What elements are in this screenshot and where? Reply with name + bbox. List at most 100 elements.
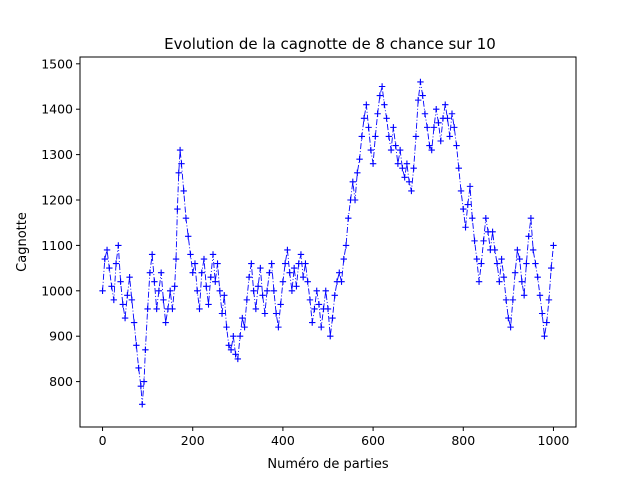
data-point-marker — [514, 246, 521, 254]
data-point-marker — [408, 187, 415, 195]
data-point-marker — [212, 278, 219, 285]
x-axis-label: Numéro de parties — [267, 457, 388, 472]
data-point-marker — [372, 133, 379, 140]
data-point-marker — [182, 214, 190, 222]
data-point-marker — [266, 269, 273, 276]
data-point-marker — [457, 187, 465, 195]
data-point-marker — [175, 169, 182, 176]
data-point-marker — [178, 160, 185, 167]
data-point-marker — [313, 287, 320, 295]
data-point-marker — [230, 333, 237, 340]
x-tick-label: 200 — [181, 433, 205, 448]
data-point-marker — [383, 115, 390, 122]
data-point-marker — [284, 246, 291, 254]
data-point-marker — [356, 155, 363, 163]
chart-title: Evolution de la cagnotte de 8 chance sur… — [164, 35, 496, 53]
data-point-marker — [261, 310, 269, 317]
data-point-marker — [369, 160, 377, 167]
data-point-marker — [162, 319, 169, 326]
data-point-marker — [124, 292, 131, 299]
data-point-marker — [112, 260, 120, 267]
data-point-marker — [272, 310, 280, 317]
data-point-marker — [509, 296, 517, 304]
data-point-marker — [410, 165, 417, 172]
data-point-marker — [99, 287, 106, 295]
data-point-marker — [295, 260, 302, 267]
data-point-marker — [365, 124, 372, 131]
data-point-marker — [523, 260, 530, 267]
data-point-marker — [327, 333, 334, 340]
y-axis: 800 900 1000 1100 1200 1300 1400 1500 — [41, 56, 80, 389]
data-point-marker — [475, 278, 483, 285]
data-point-marker — [536, 292, 544, 299]
data-point-marker — [318, 323, 325, 331]
data-point-marker — [435, 119, 442, 127]
data-point-marker — [392, 142, 399, 149]
data-point-marker — [424, 124, 431, 131]
data-point-marker — [403, 160, 411, 167]
data-point-marker — [200, 255, 208, 263]
data-point-marker — [532, 260, 539, 267]
data-point-marker — [387, 146, 395, 154]
data-point-marker — [311, 305, 318, 313]
data-point-marker — [534, 273, 541, 281]
data-point-marker — [254, 283, 262, 290]
data-point-marker — [358, 133, 366, 140]
data-point-marker — [117, 278, 124, 285]
y-tick-label: 1500 — [41, 56, 73, 71]
data-point-marker — [374, 110, 381, 117]
data-point-marker — [412, 133, 420, 140]
data-point-marker — [363, 101, 370, 108]
data-point-marker — [309, 319, 316, 326]
data-point-marker — [331, 292, 338, 299]
data-point-marker — [342, 242, 350, 249]
data-point-marker — [417, 78, 424, 86]
data-point-marker — [166, 287, 174, 295]
plot-area — [99, 78, 557, 408]
data-point-marker — [146, 269, 154, 276]
x-tick-label: 400 — [271, 433, 295, 448]
data-point-marker — [281, 260, 289, 267]
y-tick-label: 1100 — [41, 238, 73, 253]
data-point-marker — [405, 178, 413, 186]
data-point-marker — [128, 296, 136, 304]
data-point-marker — [520, 292, 528, 299]
data-point-marker — [349, 178, 356, 186]
data-point-marker — [130, 319, 138, 326]
data-point-marker — [214, 260, 221, 267]
data-point-marker — [351, 196, 359, 204]
x-tick-label: 600 — [361, 433, 385, 448]
data-point-marker — [550, 242, 557, 249]
data-point-marker — [426, 142, 433, 149]
data-point-marker — [209, 251, 217, 258]
data-point-marker — [340, 255, 347, 263]
data-point-marker — [250, 287, 257, 295]
data-point-marker — [385, 133, 393, 140]
y-tick-label: 1300 — [41, 147, 73, 162]
data-point-marker — [263, 287, 271, 295]
data-point-marker — [401, 174, 408, 181]
data-point-marker — [394, 160, 402, 167]
data-point-marker — [421, 110, 429, 117]
data-point-marker — [137, 382, 145, 390]
data-point-marker — [196, 305, 203, 313]
data-point-marker — [455, 165, 462, 172]
data-point-marker — [151, 278, 158, 285]
data-point-marker — [245, 273, 253, 281]
data-point-marker — [462, 224, 469, 231]
data-point-marker — [464, 201, 471, 208]
data-point-marker — [171, 283, 178, 290]
data-point-marker — [482, 214, 490, 222]
data-point-marker — [329, 314, 336, 322]
data-point-marker — [433, 106, 440, 113]
data-point-marker — [527, 214, 535, 222]
data-point-marker — [498, 255, 505, 263]
data-point-marker — [471, 237, 478, 245]
data-point-marker — [548, 264, 555, 272]
data-point-marker — [157, 269, 165, 276]
data-point-marker — [448, 110, 456, 117]
data-point-marker — [300, 273, 307, 281]
data-point-marker — [194, 287, 201, 295]
data-point-marker — [493, 260, 501, 267]
